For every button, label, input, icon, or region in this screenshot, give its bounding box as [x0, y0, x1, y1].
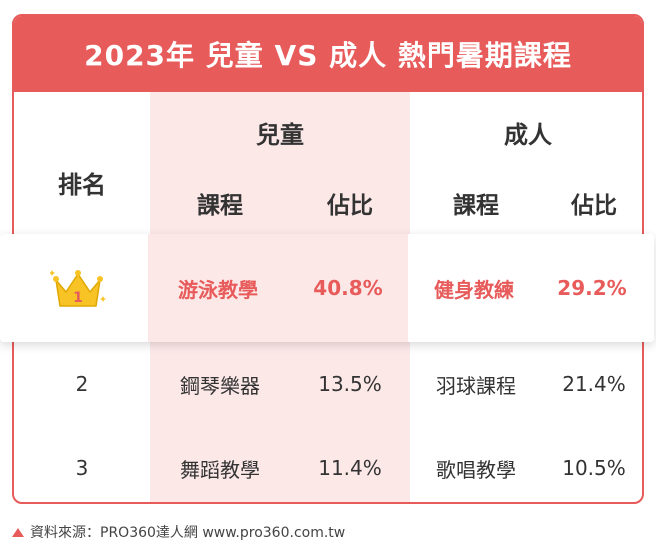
children-share-header: 佔比 — [327, 193, 373, 219]
child-course-2: 鋼琴樂器 — [180, 373, 260, 398]
source-note: 資料來源：PRO360達人網 www.pro360.com.tw — [12, 522, 345, 542]
child-course-3: 舞蹈教學 — [180, 457, 260, 482]
rank-2: 2 — [75, 372, 89, 396]
page-title: 2023年 兒童 VS 成人 熱門暑期課程 — [84, 39, 572, 72]
rank-header: 排名 — [58, 170, 106, 199]
children-course-header: 課程 — [197, 193, 243, 219]
adult-course-3: 歌唱教學 — [436, 457, 516, 482]
child-share-3: 11.4% — [318, 456, 382, 480]
child-share-1: 40.8% — [313, 276, 383, 300]
triangle-icon — [12, 527, 24, 537]
rank-1: 1 — [73, 290, 83, 306]
title-bar: 2023年 兒童 VS 成人 熱門暑期課程 — [14, 16, 642, 92]
child-course-1: 游泳教學 — [178, 277, 258, 302]
adult-course-2: 羽球課程 — [436, 373, 516, 398]
crown-icon: 1 — [50, 270, 106, 307]
rank-3: 3 — [75, 456, 89, 480]
adults-header: 成人 — [504, 120, 552, 149]
adults-course-header: 課程 — [453, 193, 499, 219]
adult-share-3: 10.5% — [562, 456, 626, 480]
adults-share-header: 佔比 — [571, 193, 617, 219]
children-header: 兒童 — [256, 120, 304, 149]
adult-share-1: 29.2% — [557, 276, 627, 300]
adult-share-2: 21.4% — [562, 372, 626, 396]
child-share-2: 13.5% — [318, 372, 382, 396]
adult-course-1: 健身教練 — [434, 277, 514, 302]
source-text: 資料來源：PRO360達人網 www.pro360.com.tw — [30, 525, 346, 541]
